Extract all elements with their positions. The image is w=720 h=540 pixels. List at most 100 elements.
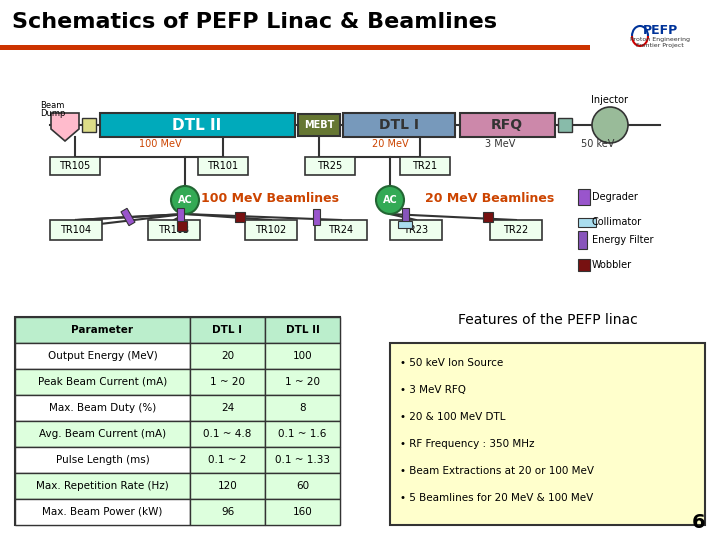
Text: DTL II: DTL II xyxy=(172,118,222,132)
Bar xyxy=(121,208,135,226)
Text: 24: 24 xyxy=(221,403,234,413)
Text: Schematics of PEFP Linac & Beamlines: Schematics of PEFP Linac & Beamlines xyxy=(12,12,497,32)
Text: TR24: TR24 xyxy=(328,225,354,235)
Bar xyxy=(190,473,265,499)
Bar xyxy=(190,343,265,369)
Text: 1 ~ 20: 1 ~ 20 xyxy=(210,377,245,387)
Text: 0.1 ~ 4.8: 0.1 ~ 4.8 xyxy=(203,429,252,439)
Text: Dump: Dump xyxy=(40,109,66,118)
Text: 100: 100 xyxy=(293,351,312,361)
Text: 50 keV: 50 keV xyxy=(581,139,615,149)
Text: TR105: TR105 xyxy=(59,161,91,171)
Circle shape xyxy=(592,107,628,143)
Text: TR23: TR23 xyxy=(403,225,428,235)
Text: AC: AC xyxy=(382,195,397,205)
Bar xyxy=(190,447,265,473)
Bar xyxy=(190,317,265,343)
Text: 96: 96 xyxy=(221,507,234,517)
Text: Avg. Beam Current (mA): Avg. Beam Current (mA) xyxy=(39,429,166,439)
Bar xyxy=(343,113,455,137)
Bar xyxy=(190,421,265,447)
Text: 0.1 ~ 1.6: 0.1 ~ 1.6 xyxy=(279,429,327,439)
Bar xyxy=(390,343,705,525)
Text: 120: 120 xyxy=(217,481,238,491)
Circle shape xyxy=(171,186,199,214)
Text: DTL I: DTL I xyxy=(212,325,243,335)
Bar xyxy=(148,220,200,240)
Bar xyxy=(315,220,367,240)
Text: RFQ: RFQ xyxy=(491,118,523,132)
Bar xyxy=(190,395,265,421)
Text: 1 ~ 20: 1 ~ 20 xyxy=(285,377,320,387)
Bar xyxy=(176,208,184,224)
Text: MEBT: MEBT xyxy=(304,120,334,130)
Text: 0.1 ~ 1.33: 0.1 ~ 1.33 xyxy=(275,455,330,465)
Text: 20 MeV Beamlines: 20 MeV Beamlines xyxy=(426,192,554,205)
Text: Degrader: Degrader xyxy=(592,192,638,202)
Text: DTL I: DTL I xyxy=(379,118,419,132)
Bar xyxy=(398,220,412,227)
Text: Max. Beam Duty (%): Max. Beam Duty (%) xyxy=(49,403,156,413)
Text: TR102: TR102 xyxy=(256,225,287,235)
Text: Proton Engineering: Proton Engineering xyxy=(630,37,690,43)
Bar xyxy=(50,220,102,240)
Text: 20 MeV: 20 MeV xyxy=(372,139,408,149)
Bar xyxy=(177,221,187,231)
Bar xyxy=(15,473,190,499)
Bar xyxy=(265,369,340,395)
Text: • 20 & 100 MeV DTL: • 20 & 100 MeV DTL xyxy=(400,412,505,422)
Bar xyxy=(198,157,248,175)
Bar xyxy=(390,220,442,240)
Text: TR22: TR22 xyxy=(503,225,528,235)
Text: Max. Beam Power (kW): Max. Beam Power (kW) xyxy=(42,507,163,517)
Text: Injector: Injector xyxy=(592,95,629,105)
Bar xyxy=(460,113,555,137)
Bar xyxy=(483,212,493,222)
Bar xyxy=(298,114,340,136)
Bar xyxy=(265,421,340,447)
Bar xyxy=(490,220,542,240)
Text: DTL II: DTL II xyxy=(286,325,320,335)
Bar xyxy=(190,499,265,525)
Text: 160: 160 xyxy=(292,507,312,517)
Bar xyxy=(265,343,340,369)
Bar xyxy=(305,157,355,175)
Text: Pulse Length (ms): Pulse Length (ms) xyxy=(55,455,149,465)
Bar xyxy=(82,118,96,132)
Bar xyxy=(578,231,587,249)
Bar xyxy=(265,473,340,499)
Bar xyxy=(15,317,340,525)
Bar xyxy=(15,317,190,343)
Text: • 50 keV Ion Source: • 50 keV Ion Source xyxy=(400,358,503,368)
Bar xyxy=(15,421,190,447)
Text: • 5 Beamlines for 20 MeV & 100 MeV: • 5 Beamlines for 20 MeV & 100 MeV xyxy=(400,493,593,503)
Bar xyxy=(400,157,450,175)
Bar xyxy=(15,369,190,395)
Bar xyxy=(15,395,190,421)
Bar xyxy=(558,118,572,132)
Text: • 3 MeV RFQ: • 3 MeV RFQ xyxy=(400,385,466,395)
Bar xyxy=(312,209,320,225)
Bar xyxy=(15,447,190,473)
Bar xyxy=(235,212,245,222)
Bar xyxy=(402,208,408,226)
Polygon shape xyxy=(51,113,79,141)
Text: TR101: TR101 xyxy=(207,161,238,171)
Bar xyxy=(578,218,596,227)
Text: 60: 60 xyxy=(296,481,309,491)
Text: • RF Frequency : 350 MHz: • RF Frequency : 350 MHz xyxy=(400,439,534,449)
Text: Peak Beam Current (mA): Peak Beam Current (mA) xyxy=(38,377,167,387)
Bar xyxy=(265,447,340,473)
Text: 3 MeV: 3 MeV xyxy=(485,139,516,149)
Text: Collimator: Collimator xyxy=(592,217,642,227)
Bar xyxy=(100,113,295,137)
Bar xyxy=(578,189,590,205)
Text: Max. Repetition Rate (Hz): Max. Repetition Rate (Hz) xyxy=(36,481,169,491)
Text: Features of the PEFP linac: Features of the PEFP linac xyxy=(458,313,637,327)
Text: 0.1 ~ 2: 0.1 ~ 2 xyxy=(208,455,247,465)
Text: 100 MeV Beamlines: 100 MeV Beamlines xyxy=(201,192,339,205)
Bar xyxy=(578,259,590,271)
Text: 6: 6 xyxy=(691,513,705,532)
Text: PEFP: PEFP xyxy=(642,24,678,37)
Text: Frontier Project: Frontier Project xyxy=(636,44,684,49)
